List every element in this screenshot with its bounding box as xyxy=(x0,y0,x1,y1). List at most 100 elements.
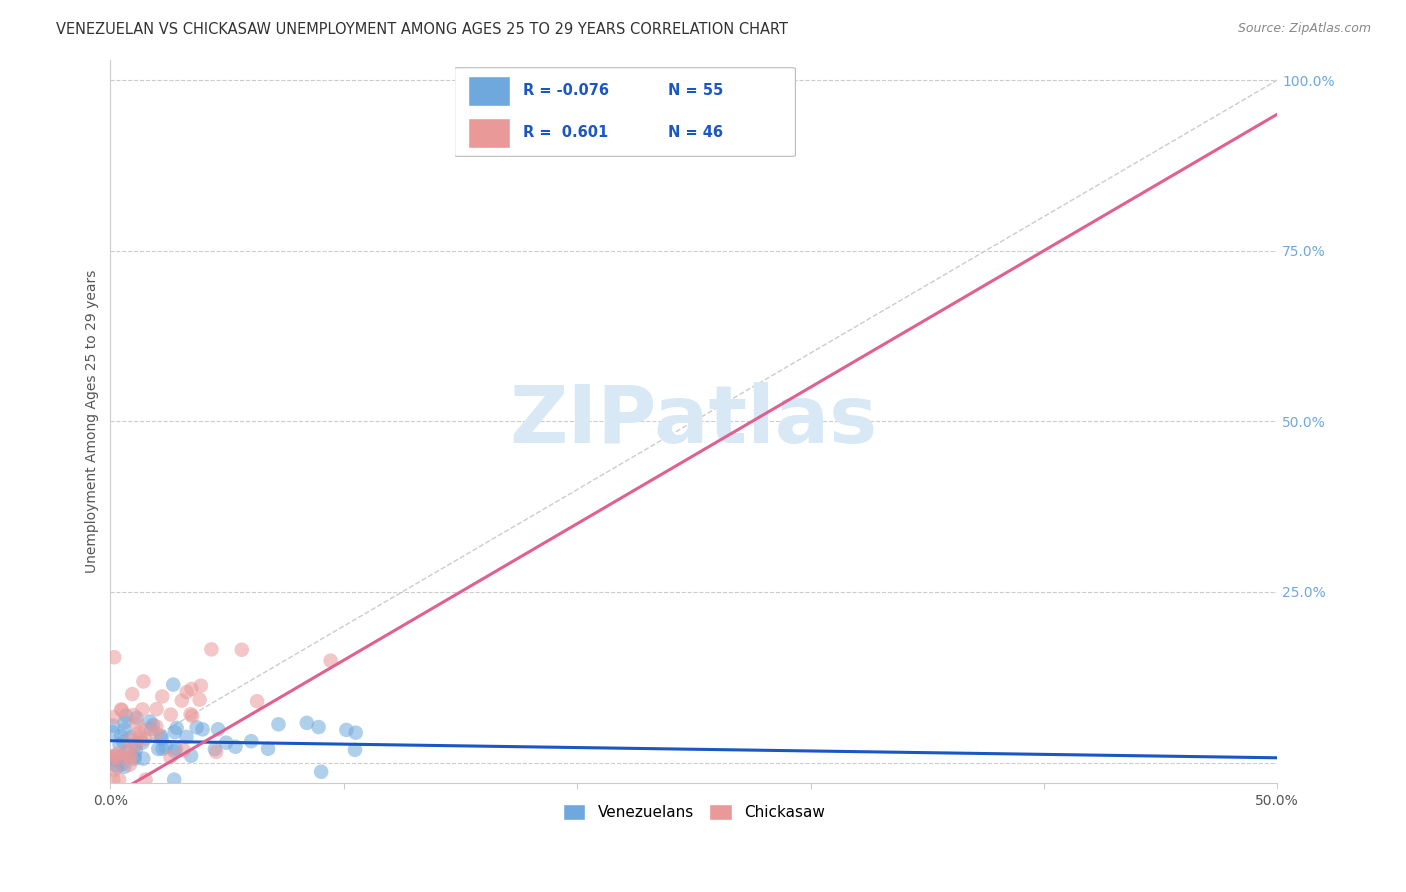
Text: ZIPatlas: ZIPatlas xyxy=(510,383,877,460)
Point xyxy=(163,725,186,739)
Point xyxy=(295,715,318,730)
Point xyxy=(215,736,238,750)
Point xyxy=(120,732,142,747)
Point xyxy=(150,690,173,704)
Point xyxy=(120,730,142,744)
Point xyxy=(129,730,152,744)
Point xyxy=(139,714,162,729)
Point xyxy=(101,749,124,764)
Point xyxy=(114,723,136,737)
Point xyxy=(120,750,142,764)
Point xyxy=(101,718,124,732)
Point xyxy=(132,674,155,689)
Point xyxy=(135,772,157,787)
Point xyxy=(132,751,155,765)
Point xyxy=(145,719,167,733)
Point xyxy=(163,744,186,758)
Point xyxy=(101,725,124,739)
Text: Source: ZipAtlas.com: Source: ZipAtlas.com xyxy=(1237,22,1371,36)
Point xyxy=(344,725,367,739)
Point xyxy=(166,721,188,735)
Point xyxy=(145,702,167,716)
Point xyxy=(111,749,134,764)
Point xyxy=(103,650,125,665)
Point xyxy=(125,738,148,752)
Point xyxy=(118,757,141,772)
Point xyxy=(131,702,153,716)
Y-axis label: Unemployment Among Ages 25 to 29 years: Unemployment Among Ages 25 to 29 years xyxy=(86,269,100,573)
Point xyxy=(191,723,214,737)
Point xyxy=(207,723,229,737)
Point xyxy=(246,694,269,708)
Point xyxy=(125,737,148,751)
Point xyxy=(186,720,208,734)
Point xyxy=(125,743,148,757)
Point xyxy=(142,718,165,732)
Point xyxy=(224,739,246,754)
Point xyxy=(150,731,173,746)
Point xyxy=(343,743,366,757)
Legend: Venezuelans, Chickasaw: Venezuelans, Chickasaw xyxy=(557,797,831,826)
Point xyxy=(108,738,131,752)
Point xyxy=(180,748,202,763)
Point xyxy=(170,693,193,707)
Point xyxy=(134,731,156,746)
Point xyxy=(148,742,170,756)
Point xyxy=(125,711,148,725)
Point xyxy=(139,722,162,736)
Point xyxy=(121,687,143,701)
Point xyxy=(176,685,198,699)
Point xyxy=(257,741,280,756)
Point xyxy=(308,720,330,734)
Point xyxy=(103,710,125,724)
Point xyxy=(309,764,332,779)
Point xyxy=(103,749,125,764)
Point xyxy=(335,723,357,737)
Point xyxy=(115,708,138,723)
Point xyxy=(131,736,153,750)
Point xyxy=(180,681,202,696)
Point xyxy=(114,715,136,730)
Point xyxy=(125,716,148,731)
Point xyxy=(267,717,290,731)
Point xyxy=(104,758,127,772)
Point xyxy=(180,707,202,722)
Point xyxy=(115,743,138,757)
Point xyxy=(163,772,186,787)
Point xyxy=(124,752,146,766)
Point xyxy=(134,723,156,737)
Point xyxy=(159,707,181,722)
Point xyxy=(155,740,177,755)
Point xyxy=(107,759,129,773)
Point xyxy=(165,741,187,756)
Point xyxy=(118,748,141,763)
Point xyxy=(122,708,145,723)
Point xyxy=(204,742,226,756)
Point xyxy=(176,730,198,744)
Text: VENEZUELAN VS CHICKASAW UNEMPLOYMENT AMONG AGES 25 TO 29 YEARS CORRELATION CHART: VENEZUELAN VS CHICKASAW UNEMPLOYMENT AMO… xyxy=(56,22,789,37)
Point xyxy=(110,729,132,743)
Point xyxy=(103,772,125,787)
Point xyxy=(110,702,132,716)
Point xyxy=(205,745,228,759)
Point xyxy=(105,747,128,761)
Point xyxy=(104,750,127,764)
Point xyxy=(111,756,134,771)
Point xyxy=(240,734,263,748)
Point xyxy=(319,654,342,668)
Point xyxy=(231,642,253,657)
Point xyxy=(145,726,167,740)
Point xyxy=(181,709,204,723)
Point xyxy=(104,753,127,767)
Point xyxy=(200,642,222,657)
Point xyxy=(188,692,211,706)
Point xyxy=(149,729,172,743)
Point xyxy=(128,725,150,739)
Point xyxy=(114,760,136,774)
Point xyxy=(115,745,138,759)
Point xyxy=(162,678,184,692)
Point xyxy=(103,763,125,777)
Point xyxy=(152,741,174,756)
Point xyxy=(108,772,131,787)
Point xyxy=(159,750,181,764)
